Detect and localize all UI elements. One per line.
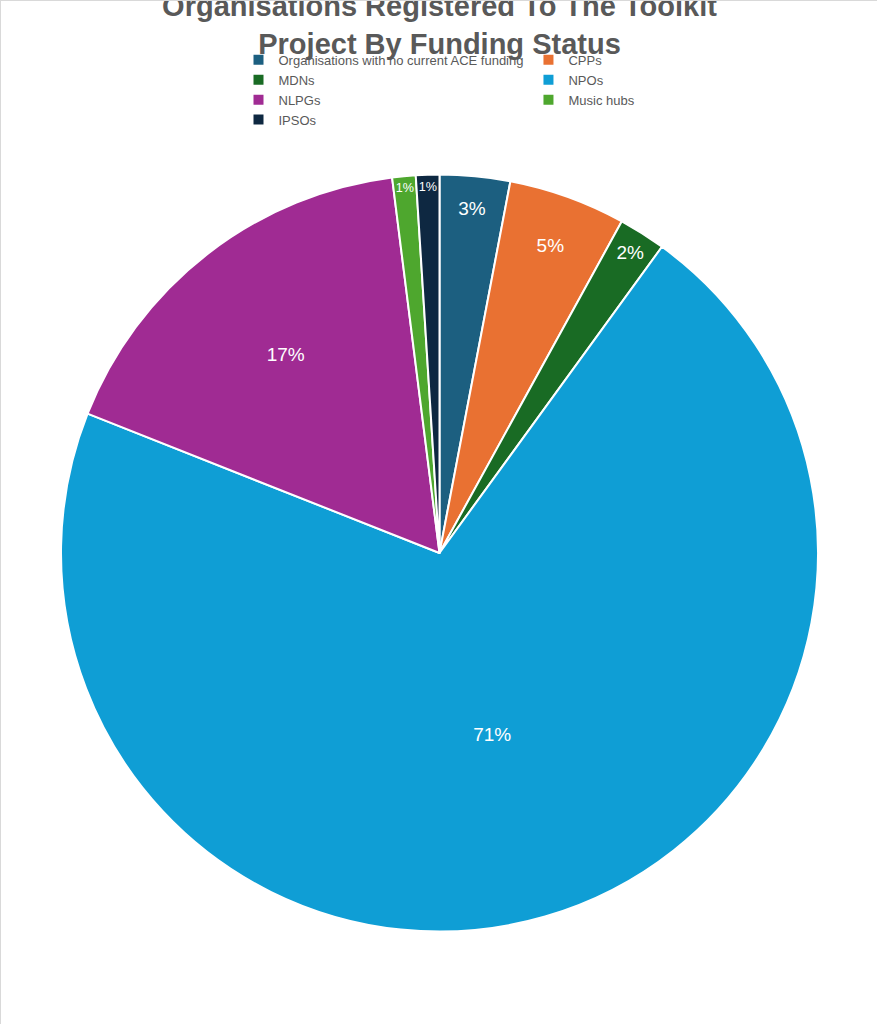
svg-text:1%: 1% xyxy=(419,180,437,194)
svg-text:Organisations Registered To Th: Organisations Registered To The ToolkitP… xyxy=(162,1,717,60)
svg-text:NLPGs: NLPGs xyxy=(279,93,321,108)
svg-text:17%: 17% xyxy=(267,344,305,365)
svg-text:MDNs: MDNs xyxy=(279,73,316,88)
svg-text:NPOs: NPOs xyxy=(568,73,603,88)
svg-text:Organisations with no current: Organisations with no current ACE fundin… xyxy=(279,53,524,68)
svg-text:2%: 2% xyxy=(617,242,645,263)
svg-text:IPSOs: IPSOs xyxy=(279,113,317,128)
svg-text:5%: 5% xyxy=(537,235,565,256)
svg-text:CPPs: CPPs xyxy=(568,53,602,68)
svg-text:1%: 1% xyxy=(396,181,414,195)
svg-text:Music hubs: Music hubs xyxy=(568,93,634,108)
svg-text:71%: 71% xyxy=(473,724,511,745)
svg-text:3%: 3% xyxy=(458,198,486,219)
